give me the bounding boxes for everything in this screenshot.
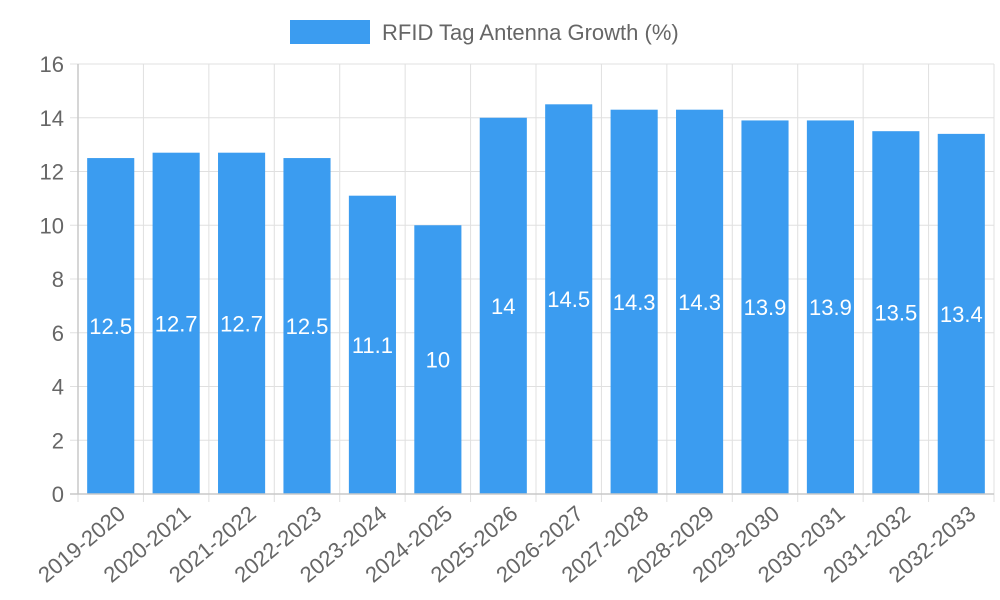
bar[interactable] <box>283 158 331 494</box>
data-label: 12.5 <box>89 314 132 339</box>
data-label: 13.4 <box>940 302 983 327</box>
chart-legend[interactable]: RFID Tag Antenna Growth (%) <box>290 20 679 45</box>
data-label: 14.3 <box>613 290 656 315</box>
data-label: 13.5 <box>874 301 917 326</box>
bar[interactable] <box>152 152 200 494</box>
data-label: 10 <box>426 348 450 373</box>
data-label: 12.7 <box>155 311 198 336</box>
y-axis-ticks: 0 2 4 6 8 10 12 14 16 <box>40 52 64 507</box>
data-label: 12.7 <box>220 311 263 336</box>
data-labels: 12.5 12.7 12.7 12.5 11.1 10 14 14.5 14.3 14.3 13.9… <box>89 287 982 372</box>
y-tick-label: 12 <box>40 160 64 185</box>
bar[interactable] <box>872 131 920 494</box>
bar[interactable] <box>937 133 985 494</box>
data-label: 14 <box>491 294 515 319</box>
y-tick-label: 14 <box>40 106 64 131</box>
bar[interactable] <box>741 120 789 494</box>
data-label: 14.3 <box>678 290 721 315</box>
legend-label: RFID Tag Antenna Growth (%) <box>382 20 679 45</box>
axes <box>70 64 994 495</box>
y-tick-label: 16 <box>40 52 64 77</box>
x-axis-ticks: 2019-20202020-20212021-20222022-20232023… <box>33 501 980 588</box>
data-label: 13.9 <box>744 295 787 320</box>
bar[interactable] <box>479 117 527 494</box>
data-label: 13.9 <box>809 295 852 320</box>
y-tick-label: 0 <box>52 482 64 507</box>
y-tick-label: 8 <box>52 267 64 292</box>
y-tick-label: 2 <box>52 428 64 453</box>
y-tick-label: 6 <box>52 321 64 346</box>
bar[interactable] <box>218 152 266 494</box>
bars <box>87 104 985 494</box>
data-label: 14.5 <box>547 287 590 312</box>
grid-lines <box>70 63 995 502</box>
bar[interactable] <box>348 195 396 494</box>
data-label: 12.5 <box>286 314 329 339</box>
y-tick-label: 4 <box>52 375 64 400</box>
bar[interactable] <box>610 109 658 494</box>
data-label: 11.1 <box>352 333 393 358</box>
y-tick-label: 10 <box>40 213 64 238</box>
bar[interactable] <box>806 120 854 494</box>
legend-swatch <box>290 20 370 44</box>
bar[interactable] <box>676 109 724 494</box>
bar[interactable] <box>87 158 135 494</box>
bar[interactable] <box>414 225 462 494</box>
bar[interactable] <box>545 104 593 494</box>
